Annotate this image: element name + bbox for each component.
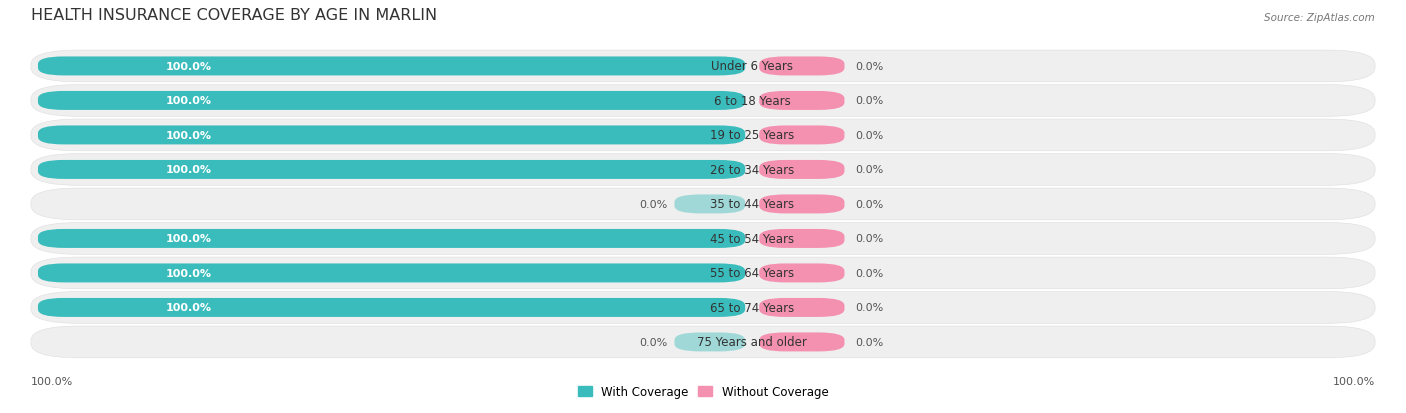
Text: 100.0%: 100.0%: [166, 234, 211, 244]
Text: 19 to 25 Years: 19 to 25 Years: [710, 129, 794, 142]
Text: Source: ZipAtlas.com: Source: ZipAtlas.com: [1264, 13, 1375, 23]
Text: 6 to 18 Years: 6 to 18 Years: [714, 95, 790, 108]
FancyBboxPatch shape: [38, 264, 745, 283]
FancyBboxPatch shape: [675, 195, 745, 214]
Text: 100.0%: 100.0%: [166, 165, 211, 175]
Text: 0.0%: 0.0%: [856, 62, 884, 72]
FancyBboxPatch shape: [38, 229, 745, 248]
FancyBboxPatch shape: [38, 57, 745, 76]
Text: 100.0%: 100.0%: [1333, 376, 1375, 386]
FancyBboxPatch shape: [759, 332, 845, 351]
Text: 100.0%: 100.0%: [166, 131, 211, 140]
Text: 65 to 74 Years: 65 to 74 Years: [710, 301, 794, 314]
Text: 100.0%: 100.0%: [166, 303, 211, 313]
FancyBboxPatch shape: [38, 126, 745, 145]
FancyBboxPatch shape: [31, 120, 1375, 152]
Text: HEALTH INSURANCE COVERAGE BY AGE IN MARLIN: HEALTH INSURANCE COVERAGE BY AGE IN MARL…: [31, 8, 437, 23]
Text: 100.0%: 100.0%: [166, 96, 211, 106]
Text: 0.0%: 0.0%: [856, 165, 884, 175]
Text: 0.0%: 0.0%: [856, 131, 884, 140]
FancyBboxPatch shape: [675, 332, 745, 351]
Text: 0.0%: 0.0%: [856, 199, 884, 209]
FancyBboxPatch shape: [759, 195, 845, 214]
FancyBboxPatch shape: [38, 92, 745, 111]
Text: 100.0%: 100.0%: [31, 376, 73, 386]
FancyBboxPatch shape: [31, 292, 1375, 323]
FancyBboxPatch shape: [31, 223, 1375, 255]
Text: 75 Years and older: 75 Years and older: [697, 336, 807, 349]
Text: 45 to 54 Years: 45 to 54 Years: [710, 233, 794, 245]
FancyBboxPatch shape: [759, 264, 845, 283]
Text: 100.0%: 100.0%: [166, 268, 211, 278]
FancyBboxPatch shape: [31, 326, 1375, 358]
FancyBboxPatch shape: [31, 85, 1375, 117]
FancyBboxPatch shape: [759, 57, 845, 76]
Text: 0.0%: 0.0%: [640, 199, 668, 209]
FancyBboxPatch shape: [31, 154, 1375, 186]
Text: 0.0%: 0.0%: [856, 268, 884, 278]
Text: 100.0%: 100.0%: [166, 62, 211, 72]
Text: 0.0%: 0.0%: [856, 96, 884, 106]
FancyBboxPatch shape: [759, 92, 845, 111]
Text: 26 to 34 Years: 26 to 34 Years: [710, 164, 794, 176]
FancyBboxPatch shape: [31, 257, 1375, 289]
FancyBboxPatch shape: [31, 189, 1375, 220]
Text: 0.0%: 0.0%: [856, 337, 884, 347]
FancyBboxPatch shape: [31, 51, 1375, 83]
Text: Under 6 Years: Under 6 Years: [711, 60, 793, 73]
FancyBboxPatch shape: [759, 229, 845, 248]
FancyBboxPatch shape: [759, 126, 845, 145]
Text: 35 to 44 Years: 35 to 44 Years: [710, 198, 794, 211]
FancyBboxPatch shape: [759, 161, 845, 180]
Text: 0.0%: 0.0%: [856, 303, 884, 313]
Text: 55 to 64 Years: 55 to 64 Years: [710, 267, 794, 280]
Legend: With Coverage, Without Coverage: With Coverage, Without Coverage: [572, 381, 834, 403]
Text: 0.0%: 0.0%: [640, 337, 668, 347]
FancyBboxPatch shape: [759, 298, 845, 317]
Text: 0.0%: 0.0%: [856, 234, 884, 244]
FancyBboxPatch shape: [38, 298, 745, 317]
FancyBboxPatch shape: [38, 161, 745, 180]
